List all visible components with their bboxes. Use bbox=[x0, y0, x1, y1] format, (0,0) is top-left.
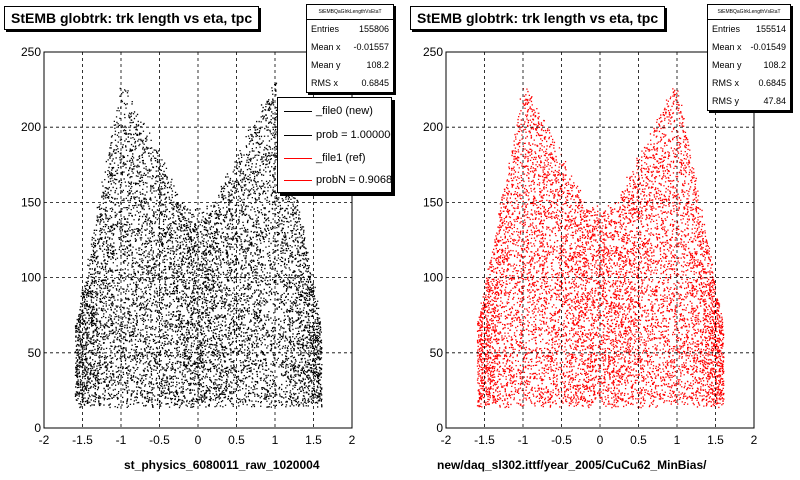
x-tick-label: 1 bbox=[674, 433, 681, 447]
stats-row-entries: Entries 155514 bbox=[712, 24, 786, 34]
x-tick-label: 0 bbox=[597, 433, 604, 447]
y-tick-label: 0 bbox=[34, 421, 41, 435]
y-tick-label: 100 bbox=[423, 271, 443, 285]
stats-row-mean-x: Mean x -0.01557 bbox=[311, 42, 389, 52]
stats-row-rms-y: RMS y 47.84 bbox=[712, 96, 786, 106]
right-plot-title: StEMB globtrk: trk length vs eta, tpc bbox=[410, 6, 666, 30]
y-tick-label: 200 bbox=[21, 120, 41, 134]
right-stats-box: StEMBQaGlrkLengthVsEtaT Entries 155514 Me… bbox=[707, 4, 791, 111]
x-tick-label: -1.5 bbox=[72, 433, 93, 447]
scatter-points bbox=[74, 82, 323, 409]
x-tick-label: -2 bbox=[441, 433, 452, 447]
stats-header: StEMBQaGlrkLengthVsEtaT bbox=[307, 5, 393, 20]
x-tick-label: -2 bbox=[39, 433, 50, 447]
y-tick-label: 50 bbox=[430, 346, 444, 360]
y-tick-label: 100 bbox=[21, 271, 41, 285]
x-tick-label: -1 bbox=[116, 433, 127, 447]
right-x-axis-title: new/daq_sl302.ittf/year_2005/CuCu62_MinB… bbox=[437, 458, 707, 472]
y-tick-label: 150 bbox=[21, 195, 41, 209]
x-tick-label: 1.5 bbox=[707, 433, 724, 447]
y-tick-label: 150 bbox=[423, 195, 443, 209]
left-x-axis-title: st_physics_6080011_raw_1020004 bbox=[124, 458, 320, 472]
stats-row-rms-x: RMS x 0.6845 bbox=[712, 78, 786, 88]
x-tick-label: -0.5 bbox=[149, 433, 170, 447]
legend: _file0 (new) prob = 1.000000 _file1 (ref… bbox=[277, 97, 392, 193]
legend-entry-file1: _file1 (ref) bbox=[278, 146, 391, 170]
x-tick-label: 1.5 bbox=[305, 433, 322, 447]
x-tick-label: -1.5 bbox=[474, 433, 495, 447]
left-plot-title: StEMB globtrk: trk length vs eta, tpc bbox=[4, 6, 260, 30]
left-stats-box: StEMBQaGlrkLengthVsEtaT Entries 155806 Me… bbox=[306, 4, 394, 93]
stats-header: StEMBQaGlrkLengthVsEtaT bbox=[708, 5, 790, 20]
y-tick-label: 250 bbox=[21, 45, 41, 59]
y-tick-label: 250 bbox=[423, 45, 443, 59]
legend-swatch bbox=[284, 157, 312, 159]
y-tick-label: 200 bbox=[423, 120, 443, 134]
legend-entry-file0: _file0 (new) bbox=[278, 98, 391, 124]
x-tick-label: 0 bbox=[195, 433, 202, 447]
legend-entry-probn: probN = 0.906870 bbox=[278, 170, 391, 190]
stats-row-mean-x: Mean x -0.01549 bbox=[712, 42, 786, 52]
legend-swatch bbox=[284, 179, 312, 181]
scatter-points bbox=[476, 88, 725, 409]
x-tick-label: 2 bbox=[751, 433, 758, 447]
x-tick-label: 0.5 bbox=[630, 433, 647, 447]
stats-row-rms-x: RMS x 0.6845 bbox=[311, 78, 389, 88]
legend-entry-prob: prob = 1.000000 bbox=[278, 124, 391, 146]
stats-row-mean-y: Mean y 108.2 bbox=[712, 60, 786, 70]
x-tick-label: 2 bbox=[349, 433, 356, 447]
x-tick-label: -1 bbox=[518, 433, 529, 447]
stats-row-entries: Entries 155806 bbox=[311, 24, 389, 34]
stats-row-mean-y: Mean y 108.2 bbox=[311, 60, 389, 70]
y-tick-label: 50 bbox=[28, 346, 42, 360]
y-tick-label: 0 bbox=[436, 421, 443, 435]
legend-swatch bbox=[284, 134, 312, 136]
x-tick-label: 0.5 bbox=[228, 433, 245, 447]
legend-swatch bbox=[284, 110, 312, 112]
x-tick-label: 1 bbox=[272, 433, 279, 447]
x-tick-label: -0.5 bbox=[551, 433, 572, 447]
